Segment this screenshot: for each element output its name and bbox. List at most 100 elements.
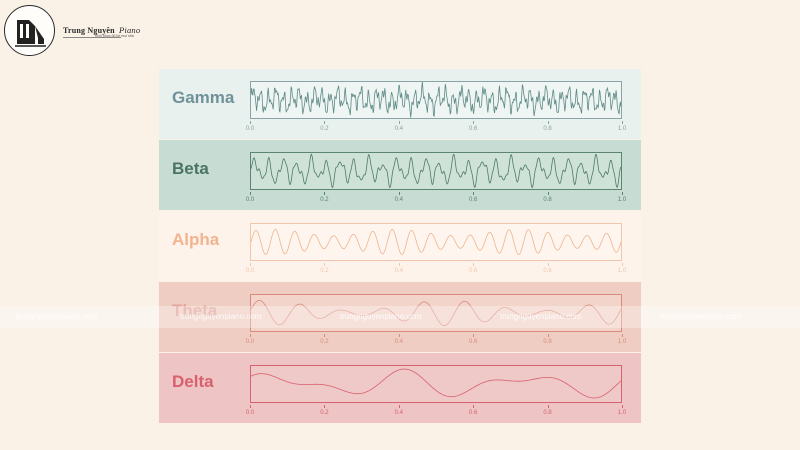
watermark-text: trungnguyenpiano.com (500, 312, 582, 321)
band-delta: Delta 0.0 0.2 0.4 0.6 0.8 1.0 (159, 353, 641, 423)
x-tick-mark (324, 334, 326, 337)
band-label: Alpha (172, 230, 220, 249)
x-tick-label: 0.2 (320, 410, 329, 416)
x-tick-label: 0.2 (320, 126, 329, 132)
wave-line-chart (251, 82, 621, 118)
band-beta: Beta 0.0 0.2 0.4 0.6 0.8 1.0 (159, 140, 641, 210)
piano-logo-icon (15, 20, 46, 47)
wave-series-line (251, 82, 621, 118)
x-tick-label: 1.0 (617, 268, 627, 274)
x-tick-mark (473, 405, 475, 408)
wave-plot (250, 81, 622, 119)
x-tick-mark (547, 405, 549, 408)
x-tick-mark (398, 121, 400, 124)
x-tick-mark (622, 263, 623, 266)
wave-line-chart (251, 153, 621, 189)
brand-logo[interactable] (4, 5, 55, 56)
x-tick-mark (324, 121, 326, 124)
wave-series-line (251, 229, 621, 256)
x-tick-mark (547, 334, 549, 337)
x-tick-mark (622, 405, 623, 408)
x-axis: 0.0 0.2 0.4 0.6 0.8 1.0 (246, 405, 626, 417)
x-tick-mark (398, 263, 400, 266)
x-tick-mark (473, 121, 475, 124)
x-tick-label: 1.0 (617, 339, 627, 345)
wave-series-line (251, 300, 621, 326)
band-label: Beta (172, 159, 209, 178)
x-tick-label: 0.0 (245, 126, 255, 132)
x-tick-mark (622, 121, 623, 124)
wave-series-line (251, 153, 621, 189)
wave-line-chart (251, 300, 621, 326)
watermark-text: trungnguyenpiano.com (340, 312, 422, 321)
x-tick-mark (473, 263, 475, 266)
x-tick-label: 0.6 (469, 197, 478, 203)
x-tick-mark (547, 263, 549, 266)
x-tick-label: 0.4 (394, 339, 403, 345)
x-tick-label: 0.4 (394, 197, 403, 203)
band-label: Delta (172, 372, 214, 391)
brand-divider (63, 37, 121, 38)
wave-line-chart (251, 368, 621, 399)
x-tick-mark (398, 405, 400, 408)
watermark-text: trungnguyenpiano.com (180, 312, 262, 321)
brand-tagline: Kinh phúc đủ lời mọi nhà (95, 34, 134, 38)
band-alpha: Alpha 0.0 0.2 0.4 0.6 0.8 1.0 (159, 211, 641, 281)
watermark-text: trungnguyenpiano.com (660, 312, 742, 321)
x-tick-mark (622, 192, 623, 195)
x-tick-mark (324, 263, 326, 266)
x-tick-label: 0.0 (245, 410, 255, 416)
x-tick-label: 0.0 (245, 339, 255, 345)
band-label: Theta (172, 301, 218, 320)
x-tick-label: 0.2 (320, 268, 329, 274)
x-tick-mark (547, 192, 549, 195)
x-tick-label: 0.8 (543, 410, 552, 416)
x-tick-mark (473, 192, 475, 195)
x-tick-label: 0.8 (543, 339, 552, 345)
x-tick-label: 0.6 (469, 268, 478, 274)
x-tick-label: 0.4 (394, 126, 403, 132)
x-tick-label: 0.4 (394, 410, 403, 416)
x-tick-label: 1.0 (617, 197, 627, 203)
x-tick-mark (398, 334, 400, 337)
x-tick-label: 0.8 (543, 126, 552, 132)
x-axis: 0.0 0.2 0.4 0.6 0.8 1.0 (246, 263, 626, 275)
x-axis: 0.0 0.2 0.4 0.6 0.8 1.0 (246, 192, 626, 204)
x-tick-label: 0.0 (245, 197, 255, 203)
brand-name: Trung Nguyên Piano (63, 25, 140, 35)
band-label: Gamma (172, 88, 235, 107)
brand-script-text: Piano (119, 25, 141, 35)
x-tick-label: 0.6 (469, 126, 478, 132)
x-tick-label: 0.8 (543, 268, 552, 274)
x-tick-mark (250, 121, 251, 124)
x-tick-label: 0.8 (543, 197, 552, 203)
x-tick-mark (473, 334, 475, 337)
x-tick-label: 1.0 (617, 126, 627, 132)
watermark-strip: trungnguyenpiano.com trungnguyenpiano.co… (0, 306, 800, 328)
brainwave-panel: Gamma 0.0 0.2 0.4 0.6 0.8 1.0 Beta 0.0 0.2 0.4 0… (159, 69, 641, 423)
x-tick-label: 1.0 (617, 410, 627, 416)
x-tick-label: 0.2 (320, 197, 329, 203)
brand-name-text: Trung Nguyên (63, 26, 115, 35)
band-theta: Theta 0.0 0.2 0.4 0.6 0.8 1.0 (159, 282, 641, 352)
wave-plot (250, 152, 622, 190)
x-tick-mark (547, 121, 549, 124)
watermark-text: trungnguyenpiano.com (16, 312, 98, 321)
x-tick-label: 0.6 (469, 339, 478, 345)
wave-plot (250, 365, 622, 403)
x-tick-mark (622, 334, 623, 337)
x-tick-mark (250, 334, 251, 337)
x-tick-mark (324, 192, 326, 195)
wave-line-chart (251, 229, 621, 256)
band-gamma: Gamma 0.0 0.2 0.4 0.6 0.8 1.0 (159, 69, 641, 139)
x-axis: 0.0 0.2 0.4 0.6 0.8 1.0 (246, 334, 626, 346)
x-tick-mark (250, 405, 251, 408)
wave-plot (250, 223, 622, 261)
x-tick-mark (398, 192, 400, 195)
x-tick-mark (250, 192, 251, 195)
x-tick-label: 0.2 (320, 339, 329, 345)
x-tick-mark (250, 263, 251, 266)
x-tick-mark (324, 405, 326, 408)
wave-series-line (251, 368, 621, 399)
x-axis: 0.0 0.2 0.4 0.6 0.8 1.0 (246, 121, 626, 133)
